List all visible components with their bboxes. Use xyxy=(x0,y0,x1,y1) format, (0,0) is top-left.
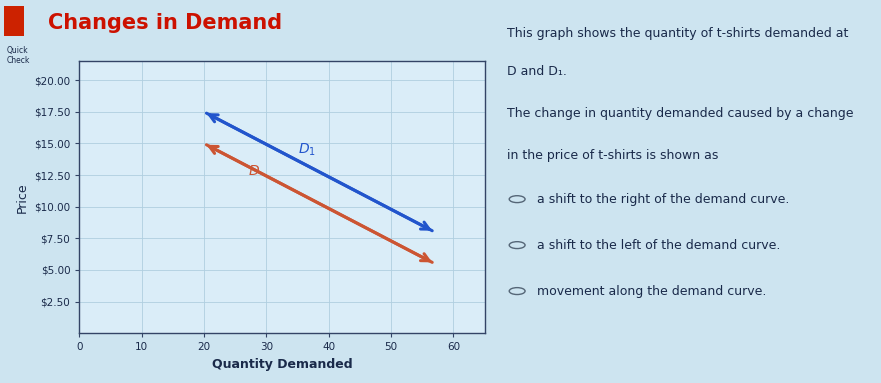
Y-axis label: Price: Price xyxy=(15,182,28,213)
Text: Changes in Demand: Changes in Demand xyxy=(48,13,283,33)
Text: The change in quantity demanded caused by a change: The change in quantity demanded caused b… xyxy=(507,107,853,120)
Text: $D_1$: $D_1$ xyxy=(298,142,315,158)
Text: $D$: $D$ xyxy=(248,164,260,178)
Text: movement along the demand curve.: movement along the demand curve. xyxy=(537,285,766,298)
Text: a shift to the left of the demand curve.: a shift to the left of the demand curve. xyxy=(537,239,780,252)
Bar xyxy=(4,6,24,36)
Text: a shift to the right of the demand curve.: a shift to the right of the demand curve… xyxy=(537,193,788,206)
Text: D and D₁.: D and D₁. xyxy=(507,65,566,78)
Text: Quick
Check: Quick Check xyxy=(7,46,31,65)
Text: in the price of t-shirts is shown as: in the price of t-shirts is shown as xyxy=(507,149,718,162)
Text: This graph shows the quantity of t-shirts demanded at: This graph shows the quantity of t-shirt… xyxy=(507,27,848,40)
X-axis label: Quantity Demanded: Quantity Demanded xyxy=(211,358,352,371)
